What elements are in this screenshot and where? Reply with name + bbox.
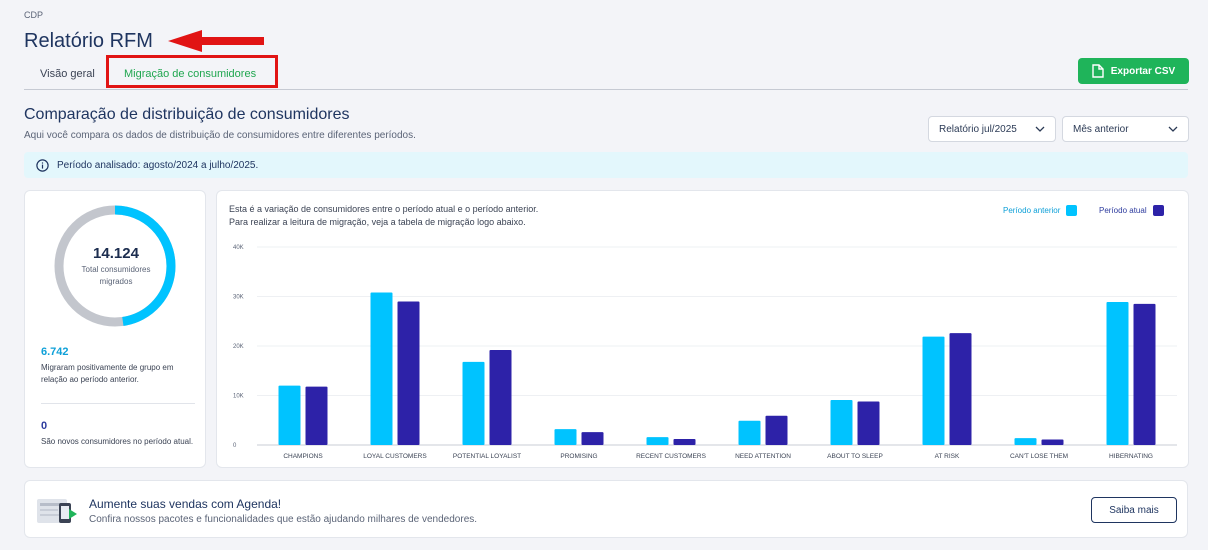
section-title: Comparação de distribuição de consumidor… <box>24 106 350 123</box>
chart-description-line-1: Esta é a variação de consumidores entre … <box>229 204 539 214</box>
tab-highlight-annotation <box>106 55 278 88</box>
chevron-down-icon <box>1035 126 1045 132</box>
x-tick-label: ABOUT TO SLEEP <box>827 453 883 460</box>
legend-current-swatch <box>1152 205 1164 216</box>
x-tick-label: NEED ATTENTION <box>735 453 791 460</box>
chart-description-line-2: Para realizar a leitura de migração, vej… <box>229 217 526 227</box>
breadcrumb[interactable]: CDP <box>24 10 44 20</box>
y-tick-label: 30K <box>233 295 244 301</box>
bar-current <box>949 333 972 445</box>
agenda-promo-illustration-icon <box>37 499 77 523</box>
info-banner: Período analisado: agosto/2024 a julho/2… <box>24 152 1188 178</box>
positive-migration-label: Migraram positivamente de grupo em relaç… <box>41 363 174 384</box>
bar-current <box>1133 303 1156 445</box>
y-tick-label: 10K <box>233 394 244 400</box>
distribution-chart-card: Esta é a variação de consumidores entre … <box>216 190 1189 468</box>
export-csv-label: Exportar CSV <box>1110 65 1176 77</box>
bar-previous <box>462 361 485 445</box>
summary-card: 14.124 Total consumidores migrados 6.742… <box>24 190 206 468</box>
y-tick-label: 20K <box>233 344 244 350</box>
migration-donut-chart <box>54 205 176 327</box>
bar-previous <box>738 420 761 445</box>
distribution-bar-chart: 0 10K 20K 30K 40K CHAMPIONS LOYAL CUSTOMERS POT… <box>233 245 1177 460</box>
tab-bar: Visão geral Migração de consumidores <box>24 55 1188 90</box>
legend-previous-swatch <box>1066 205 1078 216</box>
legend-current-label: Período atual <box>1099 206 1147 215</box>
new-consumers-value: 0 <box>41 420 48 432</box>
export-csv-button[interactable]: Exportar CSV <box>1078 58 1189 84</box>
donut-positive-arc <box>54 205 176 327</box>
period-select[interactable]: Mês anterior <box>1062 116 1189 142</box>
bar-previous <box>554 429 577 445</box>
bar-previous <box>830 399 853 445</box>
red-arrow-annotation-icon <box>168 30 264 52</box>
x-tick-label: AT RISK <box>935 453 960 460</box>
bar-current <box>305 386 328 445</box>
tab-visao-geral[interactable]: Visão geral <box>40 68 95 80</box>
x-tick-label: CHAMPIONS <box>283 453 323 460</box>
bar-current <box>581 432 604 445</box>
info-banner-text: Período analisado: agosto/2024 a julho/2… <box>57 159 259 171</box>
y-tick-label: 40K <box>233 245 244 251</box>
positive-migration-value: 6.742 <box>41 346 69 358</box>
x-tick-label: PROMISING <box>560 453 597 460</box>
promo-title: Aumente suas vendas com Agenda! <box>89 497 282 511</box>
y-tick-label: 0 <box>233 443 237 449</box>
bar-previous <box>922 336 945 445</box>
legend-current-period[interactable]: Período atual <box>1099 205 1164 216</box>
bar-previous <box>1014 438 1037 445</box>
section-subtitle: Aqui você compara os dados de distribuiç… <box>24 130 416 141</box>
period-select-value: Mês anterior <box>1073 123 1129 135</box>
legend-previous-period[interactable]: Período anterior <box>1003 205 1078 216</box>
bar-current <box>857 401 880 445</box>
bar-previous <box>370 292 393 445</box>
bar-previous <box>278 385 301 445</box>
bar-current <box>765 415 788 445</box>
total-migrated-label: Total consumidores migrados <box>81 265 151 286</box>
chevron-down-icon <box>1168 126 1178 132</box>
divider <box>41 403 195 404</box>
bar-current <box>673 439 696 445</box>
bar-previous <box>1106 301 1129 445</box>
promo-banner: Aumente suas vendas com Agenda! Confira … <box>24 480 1188 538</box>
total-migrated-value: 14.124 <box>93 245 139 262</box>
bar-current <box>1041 439 1064 445</box>
new-consumers-label: São novos consumidores no período atual. <box>41 437 194 446</box>
chart-description: Esta é a variação de consumidores entre … <box>229 203 689 229</box>
bar-previous <box>646 437 669 445</box>
tab-migracao-consumidores[interactable]: Migração de consumidores <box>124 68 257 80</box>
file-icon <box>1092 64 1104 78</box>
promo-subtitle: Confira nossos pacotes e funcionalidades… <box>89 514 478 525</box>
x-tick-label: POTENTIAL LOYALIST <box>453 453 521 460</box>
report-select-value: Relatório jul/2025 <box>939 123 1017 135</box>
x-tick-label: HIBERNATING <box>1109 453 1153 460</box>
report-select[interactable]: Relatório jul/2025 <box>928 116 1056 142</box>
saiba-mais-button[interactable]: Saiba mais <box>1091 497 1177 523</box>
info-icon <box>36 158 49 172</box>
x-tick-label: LOYAL CUSTOMERS <box>363 453 427 460</box>
page-title: Relatório RFM <box>24 30 153 52</box>
x-tick-label: RECENT CUSTOMERS <box>636 453 706 460</box>
x-tick-label: CAN'T LOSE THEM <box>1010 453 1068 460</box>
bar-current <box>489 349 512 445</box>
bar-current <box>397 301 420 445</box>
legend-previous-label: Período anterior <box>1003 206 1061 215</box>
